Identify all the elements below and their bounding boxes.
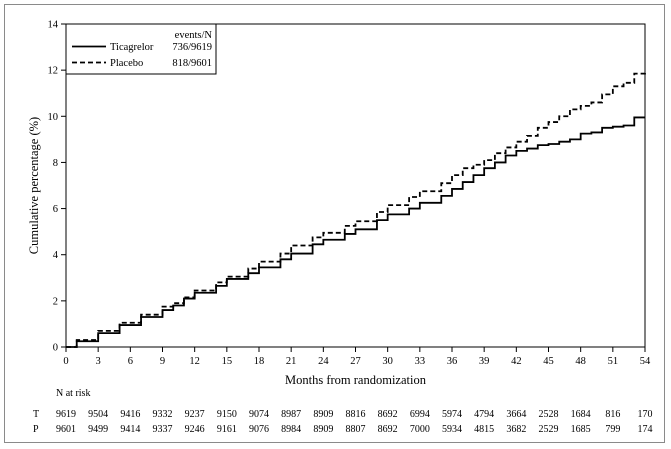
risk-cell: 9332 [153,409,173,420]
x-tick-label: 42 [511,356,522,367]
y-tick-label: 0 [53,343,58,354]
risk-cell: 8987 [281,409,301,420]
risk-cell: 170 [638,409,653,420]
x-tick-label: 48 [575,356,586,367]
x-tick-label: 54 [640,356,651,367]
legend-header: events/N [175,30,213,41]
risk-cell: 8692 [378,409,398,420]
risk-cell: 3682 [506,424,526,435]
y-tick-label: 4 [53,250,59,261]
legend-box [65,23,217,75]
risk-cell: 8692 [378,424,398,435]
risk-cell: 8909 [313,409,333,420]
risk-cell: 5974 [442,409,462,420]
x-tick-label: 45 [543,356,554,367]
y-tick-label: 8 [53,158,58,169]
risk-cell: 9414 [120,424,140,435]
risk-cell: 5934 [442,424,462,435]
risk-cell: 2528 [539,409,559,420]
risk-cell: 1684 [571,409,591,420]
risk-cell: 9237 [185,409,205,420]
risk-cell: 1685 [571,424,591,435]
figure-frame [4,4,665,443]
risk-cell: 9076 [249,424,269,435]
x-tick-label: 6 [128,356,133,367]
x-tick-label: 9 [160,356,165,367]
risk-cell: 2529 [539,424,559,435]
x-tick-label: 21 [286,356,297,367]
x-tick-label: 3 [96,356,101,367]
y-tick-label: 14 [48,20,59,31]
risk-cell: 4815 [474,424,494,435]
risk-cell: 9504 [88,409,108,420]
risk-cell: 4794 [474,409,494,420]
x-tick-label: 18 [254,356,265,367]
x-tick-label: 15 [222,356,233,367]
risk-cell: 3664 [506,409,526,420]
risk-cell: 9601 [56,424,76,435]
y-tick-label: 10 [48,112,59,123]
series-line-placebo [66,72,646,348]
x-tick-label: 30 [382,356,393,367]
risk-cell: 9619 [56,409,76,420]
risk-cell: 8816 [346,409,366,420]
risk-cell: 9499 [88,424,108,435]
risk-cell: 8807 [346,424,366,435]
risk-cell: 816 [605,409,620,420]
risk-cell: 9150 [217,409,237,420]
x-tick-label: 33 [415,356,426,367]
x-tick-label: 51 [608,356,619,367]
risk-cell: 174 [638,424,653,435]
series-line-ticagrelor [66,116,645,348]
risk-cell: 9074 [249,409,269,420]
y-tick-label: 12 [48,66,59,77]
y-axis-title: Cumulative percentage (%) [27,117,41,254]
x-tick-label: 24 [318,356,329,367]
risk-cell: 6994 [410,409,430,420]
legend-label-placebo: Placebo [110,58,143,69]
x-tick-label: 27 [350,356,361,367]
risk-cell: 8984 [281,424,301,435]
risk-cell: 9161 [217,424,237,435]
risk-cell: 7000 [410,424,430,435]
risk-table-title: N at risk [56,388,90,399]
x-tick-label: 36 [447,356,458,367]
y-tick-label: 2 [53,296,58,307]
y-tick-label: 6 [53,204,58,215]
x-tick-label: 12 [189,356,200,367]
x-axis-title: Months from randomization [285,373,427,387]
risk-cell: 8909 [313,424,333,435]
risk-cell: 9337 [153,424,173,435]
x-tick-label: 39 [479,356,490,367]
risk-cell: 9246 [185,424,205,435]
risk-row-label: T [33,409,39,420]
legend-events-ticagrelor: 736/9619 [172,42,212,53]
legend-events-placebo: 818/9601 [172,58,212,69]
legend-label-ticagrelor: Ticagrelor [110,42,154,53]
risk-row-label: P [33,424,39,435]
x-tick-label: 0 [63,356,68,367]
risk-cell: 799 [605,424,620,435]
risk-cell: 9416 [120,409,140,420]
